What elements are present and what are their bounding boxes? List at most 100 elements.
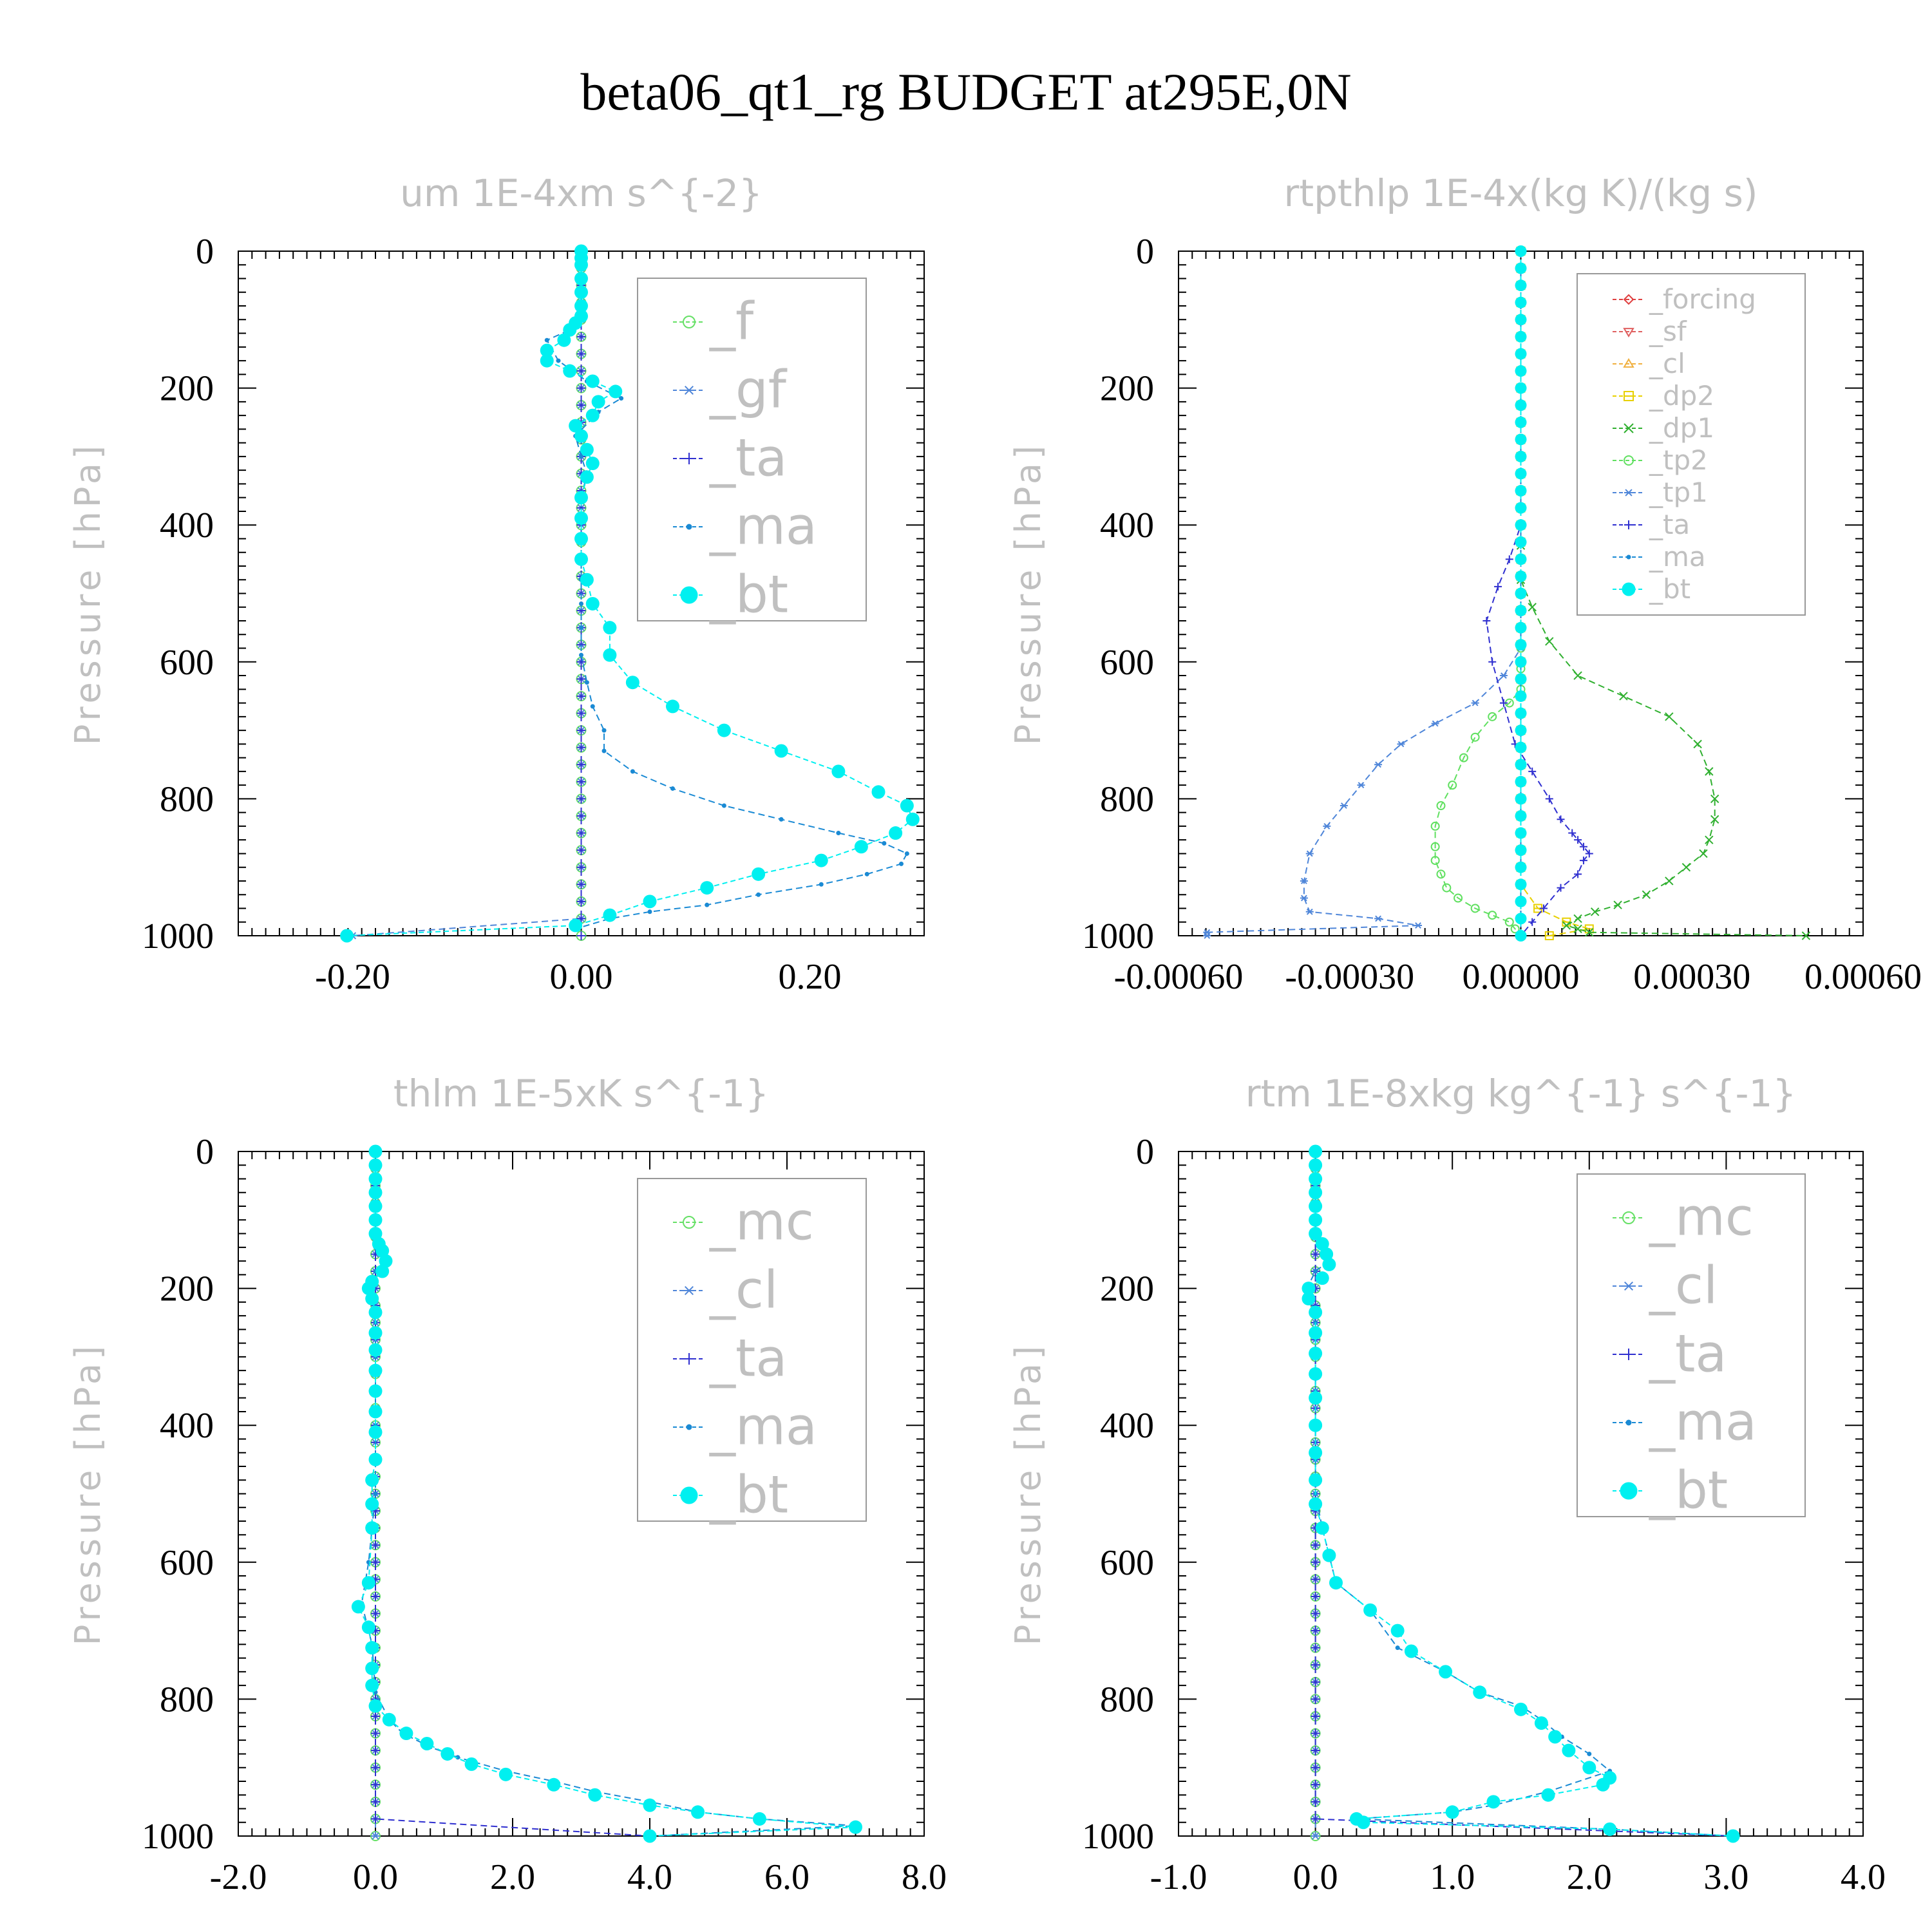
data-point (1573, 914, 1582, 923)
data-point (584, 680, 589, 685)
data-point (1515, 382, 1527, 394)
data-point (721, 803, 726, 808)
data-point (1528, 918, 1537, 926)
data-point (1311, 1591, 1320, 1601)
data-point (1515, 245, 1527, 257)
data-point (1488, 658, 1497, 666)
panel-title: thlm 1E-5xK s^{-1} (393, 1072, 769, 1115)
data-point (576, 777, 586, 786)
legend: _mc _cl _ta _ma _bt (1577, 1173, 1806, 1520)
data-point (574, 511, 588, 526)
data-point (1309, 1497, 1323, 1511)
x-tick-label: -0.00030 (1285, 957, 1414, 997)
legend-marker (686, 524, 692, 530)
data-point (1309, 1158, 1323, 1172)
data-point (365, 1292, 379, 1306)
data-point (831, 764, 846, 779)
data-point (1309, 1213, 1323, 1227)
data-point (1482, 617, 1491, 625)
legend-item: _ma (1613, 1392, 1757, 1452)
data-point (371, 1711, 380, 1721)
data-point (371, 1814, 380, 1824)
legend-box (637, 1178, 867, 1522)
legend-label: _ta (709, 428, 787, 488)
data-point (540, 343, 554, 357)
y-tick-label: 200 (1100, 369, 1154, 409)
panel-4: rtm 1E-8xkg kg^{-1} s^{-1} Pressure [hPa]… (1008, 1072, 1886, 1897)
data-point (1309, 1186, 1323, 1200)
data-point (905, 812, 920, 826)
data-point (574, 285, 588, 299)
legend-marker (1623, 328, 1634, 337)
legend-item: _cl (673, 1260, 778, 1320)
y-tick-label: 0 (196, 232, 214, 272)
legend-label: _bt (1649, 1460, 1728, 1520)
data-point (574, 552, 588, 566)
legend-item: _ta (673, 1328, 787, 1388)
legend-label: _ta (1649, 509, 1690, 540)
legend: _f _gf _ta _ma _bt (637, 278, 867, 624)
data-point (1545, 795, 1553, 803)
legend-label: _mc (1649, 1187, 1754, 1247)
data-point (1515, 861, 1527, 873)
data-point (1309, 1326, 1323, 1340)
data-point (1374, 915, 1383, 922)
data-point (1302, 1292, 1316, 1306)
series-line (1206, 251, 1522, 936)
data-point (368, 1699, 383, 1713)
data-point (1515, 450, 1527, 462)
data-point (1541, 1788, 1555, 1802)
data-point (643, 1798, 657, 1812)
data-point (371, 1763, 380, 1772)
series-bt (1302, 1144, 1740, 1843)
data-point (365, 1662, 379, 1676)
data-point (603, 621, 617, 635)
data-point (643, 895, 657, 909)
legend-item: _dp2 (1613, 380, 1714, 412)
legend-marker (1623, 358, 1634, 368)
data-point (1539, 904, 1548, 913)
legend-box (1577, 273, 1806, 616)
x-tick-label: 3.0 (1703, 1857, 1748, 1897)
data-point (1311, 1694, 1320, 1704)
data-point (1557, 884, 1565, 892)
legend-marker (1624, 423, 1634, 433)
data-point (1505, 555, 1513, 564)
data-point (1404, 1644, 1418, 1658)
data-point (836, 831, 841, 836)
x-tick-label: 4.0 (1841, 1857, 1886, 1897)
data-point (1515, 399, 1527, 412)
legend-box (637, 278, 867, 621)
y-axis-label: Pressure [hPa] (68, 1342, 108, 1645)
data-point (1603, 1822, 1617, 1836)
series-bt (340, 244, 920, 943)
data-point (1681, 862, 1691, 872)
legend-item: _sf (1613, 316, 1687, 347)
legend-label: _ma (1649, 541, 1706, 573)
y-tick-label: 200 (160, 1269, 214, 1309)
legend-marker (1624, 455, 1634, 466)
data-point (371, 1728, 380, 1738)
data-point (1510, 924, 1520, 934)
data-point (1311, 1575, 1320, 1584)
data-point (1445, 1805, 1459, 1819)
data-point (691, 1805, 705, 1819)
data-point (1309, 1305, 1323, 1320)
data-point (544, 337, 549, 343)
data-point (547, 1777, 561, 1792)
data-point (609, 384, 623, 399)
legend-label: _f (709, 291, 755, 351)
data-point (1515, 279, 1527, 292)
data-point (1590, 907, 1600, 916)
data-point (1203, 929, 1211, 936)
y-tick-label: 600 (160, 1543, 214, 1583)
x-tick-label: -0.20 (315, 957, 390, 997)
data-point (1515, 690, 1527, 702)
legend-marker (683, 1353, 695, 1365)
y-tick-label: 1000 (142, 1817, 214, 1857)
series-line (375, 1151, 650, 1837)
y-tick-label: 0 (1136, 232, 1154, 272)
legend-item: _forcing (1613, 283, 1756, 315)
legend-item: _bt (673, 1464, 788, 1524)
data-point (1515, 433, 1527, 446)
